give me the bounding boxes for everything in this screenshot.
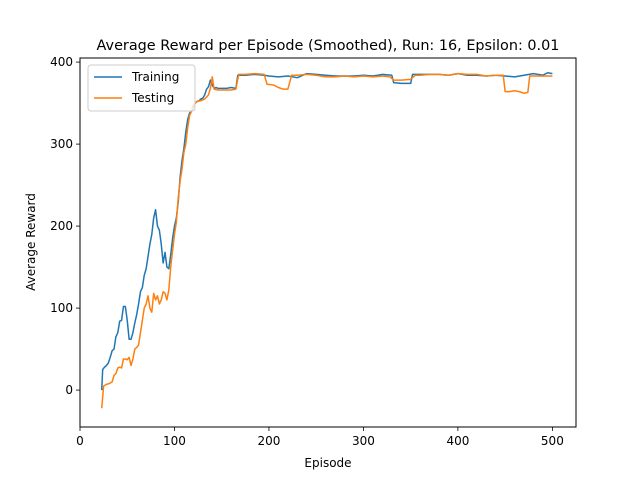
x-tick-label: 100	[163, 434, 186, 448]
x-axis: 0 100 200 300 400 500	[76, 427, 564, 448]
legend-label-training: Training	[131, 70, 179, 84]
plot-frame	[79, 57, 577, 428]
legend: Training Testing	[87, 64, 196, 112]
chart-title: Average Reward per Episode (Smoothed), R…	[97, 38, 560, 54]
x-tick-label: 300	[352, 434, 375, 448]
x-tick-label: 500	[541, 434, 564, 448]
x-tick-label: 200	[257, 434, 280, 448]
y-axis: 0 100 200 300 400	[50, 55, 80, 397]
series-line-testing	[100, 72, 553, 409]
x-tick-label: 400	[446, 434, 469, 448]
y-tick-label: 100	[50, 301, 73, 315]
y-tick-label: 0	[65, 383, 73, 397]
series-layer	[100, 72, 553, 409]
y-axis-label: Average Reward	[24, 193, 38, 291]
y-tick-label: 200	[50, 219, 73, 233]
legend-label-testing: Testing	[131, 91, 174, 105]
y-tick-label: 400	[50, 55, 73, 69]
y-tick-label: 300	[50, 137, 73, 151]
x-tick-label: 0	[76, 434, 84, 448]
x-axis-label: Episode	[304, 456, 351, 470]
